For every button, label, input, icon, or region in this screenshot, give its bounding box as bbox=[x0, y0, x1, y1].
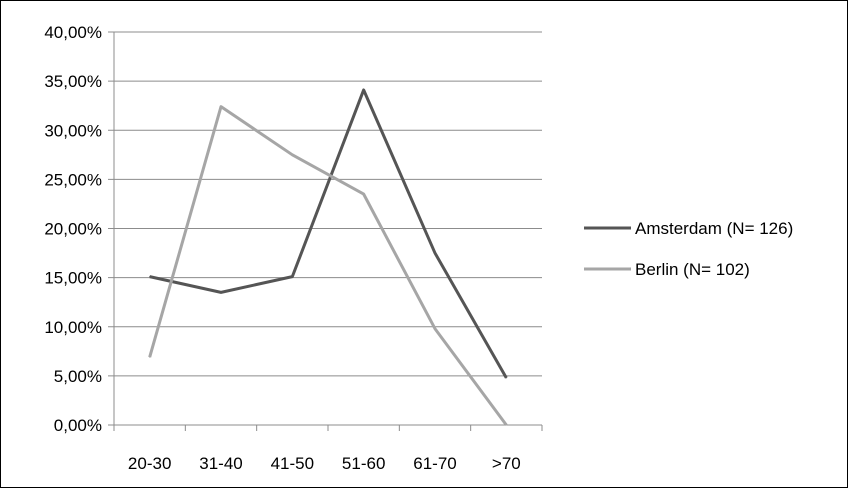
axes bbox=[108, 31, 543, 431]
x-tick-label: >70 bbox=[492, 454, 521, 473]
data-point bbox=[220, 291, 222, 293]
data-point bbox=[505, 377, 507, 379]
y-tick-label: 40,00% bbox=[44, 23, 102, 42]
x-tick-labels: 20-30 31-40 41-50 51-60 61-70 >70 bbox=[128, 454, 521, 473]
series-line-0 bbox=[149, 88, 508, 379]
x-tick-label: 61-70 bbox=[413, 454, 456, 473]
series-line-1 bbox=[148, 105, 508, 426]
y-tick-label: 35,00% bbox=[44, 72, 102, 91]
y-tick-label: 5,00% bbox=[54, 367, 102, 386]
y-tick-label: 20,00% bbox=[44, 220, 102, 239]
data-point bbox=[363, 89, 365, 91]
y-tick-label: 15,00% bbox=[44, 269, 102, 288]
y-tick-labels: 0,00% 5,00% 10,00% 15,00% 20,00% 25,00% 30,00%… bbox=[44, 23, 102, 435]
legend: Amsterdam (N= 126) Berlin (N= 102) bbox=[584, 219, 793, 279]
x-tick-label: 20-30 bbox=[128, 454, 171, 473]
data-point bbox=[149, 356, 151, 358]
data-point bbox=[291, 276, 293, 278]
y-tick-label: 30,00% bbox=[44, 121, 102, 140]
x-tick-label: 51-60 bbox=[342, 454, 385, 473]
data-point bbox=[505, 424, 507, 426]
legend-label: Amsterdam (N= 126) bbox=[635, 219, 793, 238]
gridlines bbox=[114, 31, 542, 377]
y-tick-label: 25,00% bbox=[44, 170, 102, 189]
data-point bbox=[363, 193, 365, 195]
data-point bbox=[291, 154, 293, 156]
x-tick-label: 41-50 bbox=[271, 454, 314, 473]
data-point bbox=[149, 276, 151, 278]
series-lines bbox=[148, 88, 508, 426]
x-tick-label: 31-40 bbox=[199, 454, 242, 473]
data-point bbox=[434, 252, 436, 254]
data-point bbox=[220, 106, 222, 108]
data-point bbox=[434, 328, 436, 330]
legend-label: Berlin (N= 102) bbox=[635, 260, 750, 279]
y-tick-label: 10,00% bbox=[44, 318, 102, 337]
y-tick-label: 0,00% bbox=[54, 416, 102, 435]
